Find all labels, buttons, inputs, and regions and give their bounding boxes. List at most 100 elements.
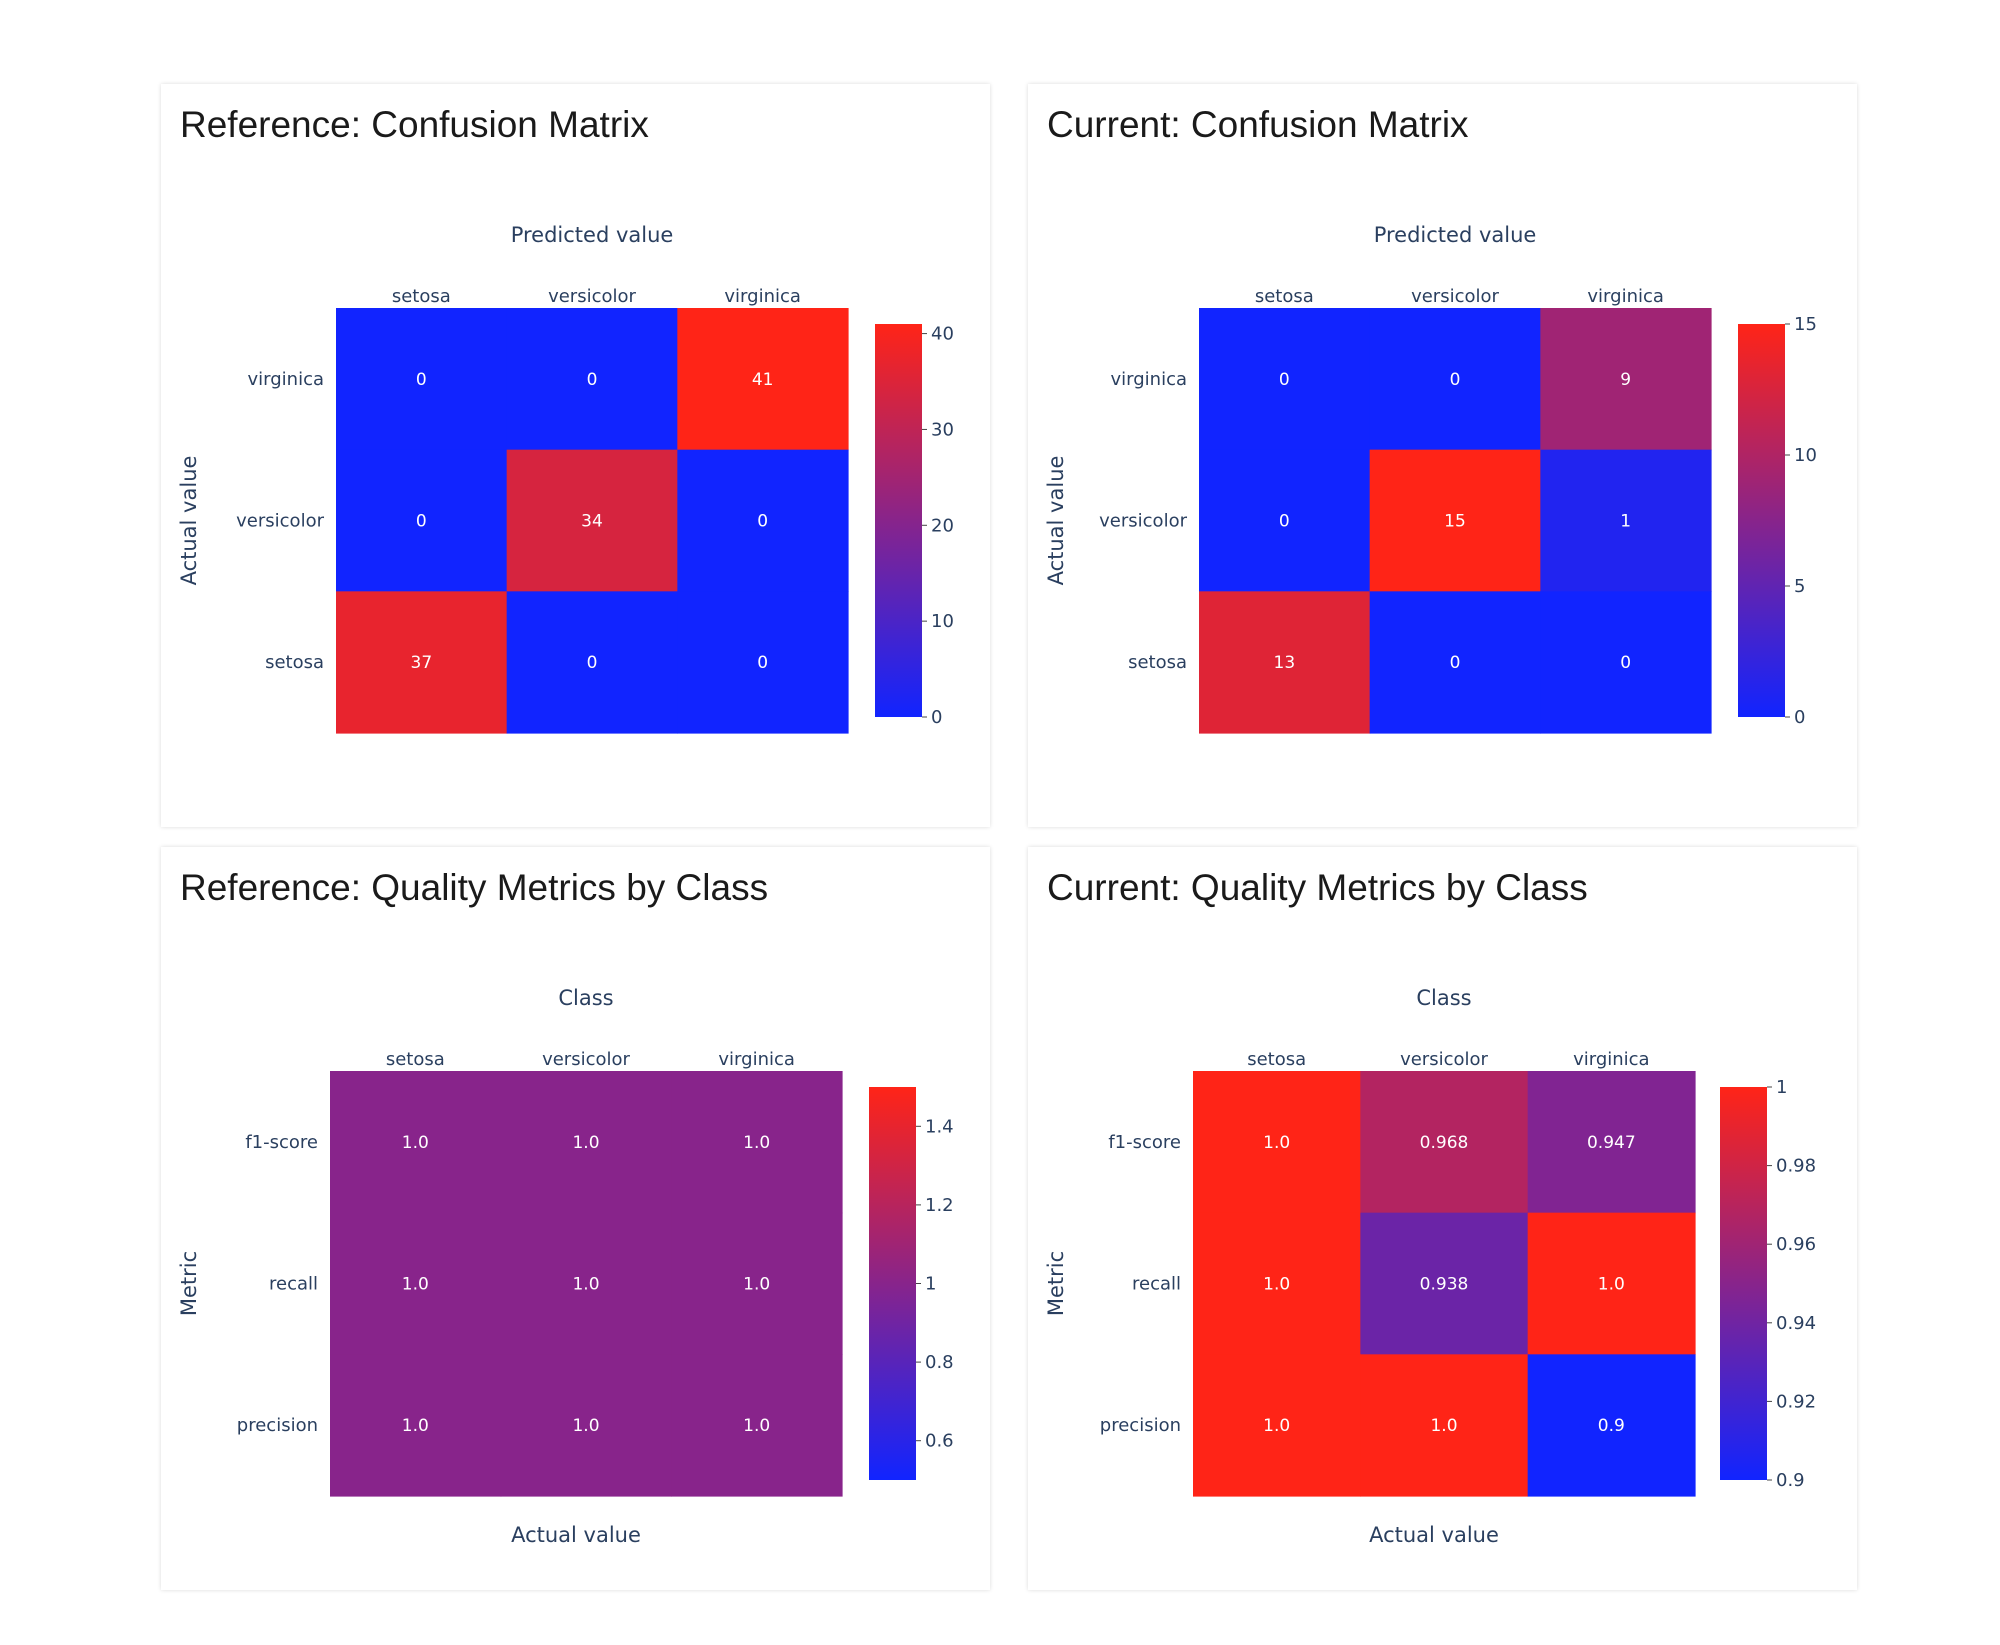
x-tick-label: setosa [386,1049,445,1070]
cell-value-label: 0.947 [1587,1133,1636,1153]
cell-value-label: 9 [1620,370,1631,390]
cell-value-label: 1.0 [572,1416,599,1436]
current-quality-metrics-panel: Current: Quality Metrics by Class 1.0 0.9… [1028,847,1857,1590]
panel-title: Current: Confusion Matrix [1047,104,1469,145]
bottom-axis-title: Actual value [511,1523,641,1547]
x-tick-label: virginica [1587,286,1664,307]
heatmap-cell [336,308,508,451]
heatmap-cell [677,449,849,592]
colorbar-tick-label: 0.92 [1776,1391,1816,1412]
y-tick-label: recall [1132,1274,1181,1295]
heatmap-cell [500,1071,672,1214]
heatmap-cell [677,591,849,734]
colorbar-tick-label: 0.8 [925,1352,954,1373]
y-axis-title: Actual value [177,456,201,586]
heatmap-cell [1527,1071,1696,1214]
cell-value-label: 1.0 [1263,1133,1290,1153]
cell-value-label: 37 [411,653,433,673]
colorbar-tick-label: 1.2 [925,1195,954,1216]
heatmap-cell [1199,449,1371,592]
colorbar-tick-label: 0.94 [1776,1313,1816,1334]
cell-value-label: 1.0 [743,1416,770,1436]
x-axis-title: Predicted value [511,223,674,247]
cell-value-label: 1.0 [1263,1416,1290,1436]
heatmap-cell [330,1354,502,1497]
cell-value-label: 0 [757,653,768,673]
heatmap-cell [336,449,508,592]
heatmap-cell [1540,449,1712,592]
cell-value-label: 0.938 [1420,1275,1469,1295]
x-tick-label: versicolor [1400,1049,1488,1070]
current-confusion-matrix-chart: 0 0 9 0 15 1 13 0 0 setosa versicolor virginica virg… [1044,223,1817,734]
colorbar-tick-label: 1 [925,1274,936,1295]
reference-quality-metrics-panel: Reference: Quality Metrics by Class 1.0 1… [161,847,990,1590]
y-tick-label: setosa [265,652,324,673]
cell-value-label: 1.0 [572,1275,599,1295]
colorbar [875,324,922,717]
colorbar-tick-label: 1.4 [925,1116,954,1137]
cell-value-label: 0.968 [1420,1133,1469,1153]
cell-value-label: 1.0 [1598,1275,1625,1295]
y-axis-title: Metric [1044,1251,1068,1316]
cell-value-label: 0 [587,653,598,673]
colorbar [869,1087,916,1480]
colorbar-tick-label: 0.9 [1776,1470,1805,1491]
heatmap-cell [1540,308,1712,451]
x-tick-label: versicolor [542,1049,630,1070]
x-tick-label: virginica [724,286,801,307]
y-axis-title: Metric [177,1251,201,1316]
cell-value-label: 0 [587,370,598,390]
colorbar-tick-label: 0.6 [925,1431,954,1452]
x-tick-label: setosa [1255,286,1314,307]
cell-value-label: 1.0 [1263,1275,1290,1295]
panel-title: Current: Quality Metrics by Class [1047,867,1588,908]
heatmap-cell [1360,1071,1529,1214]
heatmap-cell [671,1212,843,1355]
heatmap-cell [1527,1212,1696,1355]
colorbar [1720,1087,1767,1480]
y-tick-label: f1-score [245,1132,318,1153]
colorbar-tick-label: 5 [1794,576,1805,597]
reference-confusion-matrix-panel: Reference: Confusion Matrix 0 0 41 0 34 0 37 0 0… [161,84,990,827]
colorbar-tick-label: 0.98 [1776,1156,1816,1177]
heatmap-cell [1369,449,1541,592]
cell-value-label: 0 [416,370,427,390]
colorbar-tick-label: 15 [1794,314,1817,335]
y-tick-label: setosa [1128,652,1187,673]
heatmap-cell [1369,591,1541,734]
colorbar-tick-label: 10 [1794,445,1817,466]
x-axis-title: Predicted value [1374,223,1537,247]
y-tick-label: precision [1100,1415,1181,1436]
cell-value-label: 0 [416,512,427,532]
colorbar-tick-label: 40 [931,324,954,345]
heatmap-cell [500,1212,672,1355]
cell-value-label: 1.0 [402,1133,429,1153]
heatmap-cell [1527,1354,1696,1497]
heatmap-cell [1540,591,1712,734]
colorbar-tick-label: 0 [1794,707,1805,728]
x-tick-label: setosa [1247,1049,1306,1070]
y-tick-label: virginica [248,369,325,390]
colorbar-tick-label: 0.96 [1776,1234,1816,1255]
cell-value-label: 0 [1279,370,1290,390]
heatmap-cell [1369,308,1541,451]
heatmap-cell [671,1354,843,1497]
y-tick-label: f1-score [1108,1132,1181,1153]
current-confusion-matrix-panel: Current: Confusion Matrix 0 0 9 0 15 1 13 0 0 set… [1028,84,1857,827]
heatmap-cell [506,308,678,451]
current-quality-metrics-chart: 1.0 0.968 0.947 1.0 0.938 1.0 1.0 1.0 0.9 setosa v… [1044,986,1816,1547]
y-tick-label: versicolor [236,511,324,532]
cell-value-label: 1 [1620,512,1631,532]
panel-title: Reference: Quality Metrics by Class [180,867,769,908]
heatmap-cell [330,1212,502,1355]
colorbar-tick-label: 30 [931,419,954,440]
cell-value-label: 13 [1274,653,1296,673]
heatmap-cell [1193,1212,1361,1355]
cell-value-label: 1.0 [572,1133,599,1153]
cell-value-label: 34 [581,512,603,532]
heatmap-cell [336,591,508,734]
y-tick-label: versicolor [1099,511,1187,532]
colorbar [1738,324,1785,717]
x-tick-label: virginica [1573,1049,1650,1070]
heatmap-cell [506,591,678,734]
